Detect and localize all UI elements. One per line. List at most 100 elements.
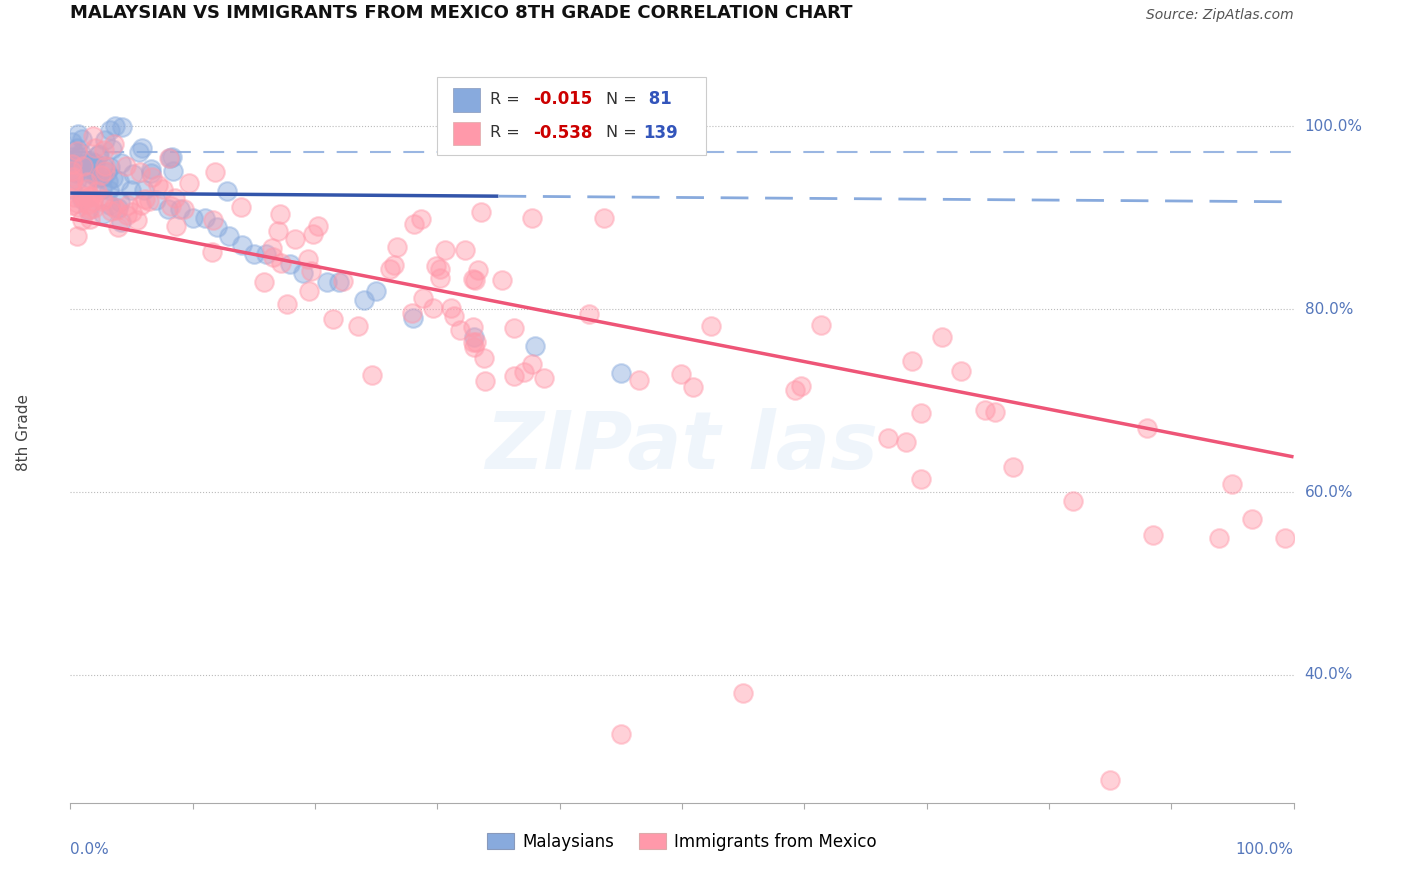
- Point: [122, 167, 145, 181]
- Point: [60, 135, 83, 149]
- Point: [159, 151, 181, 165]
- Point: [1274, 531, 1296, 545]
- Point: [60, 157, 83, 171]
- Point: [610, 366, 633, 380]
- Point: [91, 194, 114, 208]
- Point: [96, 165, 118, 179]
- Point: [1220, 477, 1243, 491]
- Point: [422, 301, 444, 316]
- Point: [60, 198, 83, 212]
- Point: [910, 472, 932, 486]
- Point: [103, 136, 125, 151]
- Point: [82, 162, 104, 177]
- Point: [108, 194, 131, 209]
- Text: 100.0%: 100.0%: [1305, 119, 1362, 134]
- Point: [107, 220, 129, 235]
- Point: [72, 212, 94, 227]
- Point: [117, 209, 139, 223]
- Point: [87, 147, 110, 161]
- Point: [461, 319, 484, 334]
- Point: [79, 190, 101, 204]
- Text: ZIPat las: ZIPat las: [485, 409, 879, 486]
- Point: [179, 176, 201, 190]
- Point: [284, 232, 307, 246]
- Point: [62, 144, 84, 158]
- Point: [65, 157, 87, 171]
- Point: [302, 227, 325, 242]
- Point: [98, 123, 121, 137]
- Point: [1099, 772, 1122, 787]
- Point: [328, 275, 350, 289]
- Point: [201, 212, 224, 227]
- Point: [82, 194, 104, 208]
- Point: [790, 378, 813, 392]
- Point: [387, 240, 409, 254]
- Point: [1142, 528, 1164, 542]
- Point: [307, 219, 329, 234]
- Text: 80.0%: 80.0%: [1305, 301, 1353, 317]
- Point: [700, 318, 723, 333]
- Point: [464, 273, 486, 287]
- Point: [76, 182, 98, 196]
- Point: [412, 291, 434, 305]
- Point: [434, 243, 457, 257]
- Point: [141, 166, 163, 180]
- Point: [973, 403, 995, 417]
- Point: [60, 150, 83, 164]
- Point: [129, 165, 152, 179]
- Point: [70, 193, 93, 207]
- Point: [117, 198, 139, 212]
- Point: [949, 364, 972, 378]
- Point: [60, 155, 83, 169]
- Point: [901, 354, 924, 368]
- Point: [267, 224, 290, 238]
- Point: [94, 133, 117, 147]
- Point: [520, 211, 543, 225]
- Point: [627, 373, 650, 387]
- Point: [77, 171, 100, 186]
- Point: [110, 156, 132, 170]
- Point: [205, 219, 228, 234]
- Text: N =: N =: [606, 125, 643, 140]
- Text: R =: R =: [489, 92, 524, 107]
- Point: [110, 215, 132, 229]
- Point: [98, 160, 121, 174]
- Point: [502, 321, 524, 335]
- Point: [98, 198, 121, 212]
- Point: [402, 311, 425, 326]
- Point: [1136, 421, 1159, 435]
- Point: [62, 170, 84, 185]
- Point: [91, 159, 114, 173]
- Point: [83, 156, 105, 170]
- Point: [111, 120, 134, 135]
- Point: [97, 173, 120, 187]
- Point: [297, 284, 319, 298]
- Point: [440, 301, 463, 315]
- Point: [513, 365, 536, 379]
- Point: [60, 175, 83, 189]
- Point: [70, 189, 93, 203]
- Point: [229, 201, 252, 215]
- Point: [165, 219, 187, 233]
- Point: [141, 169, 163, 184]
- Point: [204, 165, 226, 179]
- Point: [291, 266, 314, 280]
- Point: [66, 127, 89, 141]
- Point: [100, 204, 122, 219]
- Point: [69, 151, 91, 165]
- Point: [1062, 494, 1084, 508]
- Point: [138, 194, 160, 209]
- Point: [332, 274, 354, 288]
- Point: [524, 339, 547, 353]
- Point: [194, 211, 217, 225]
- Point: [82, 156, 104, 170]
- Point: [93, 144, 115, 158]
- Point: [65, 165, 87, 179]
- Point: [60, 164, 83, 178]
- Point: [67, 200, 90, 214]
- Point: [1241, 511, 1264, 525]
- Point: [87, 147, 110, 161]
- Point: [218, 229, 240, 244]
- Point: [90, 182, 112, 196]
- Point: [87, 171, 110, 186]
